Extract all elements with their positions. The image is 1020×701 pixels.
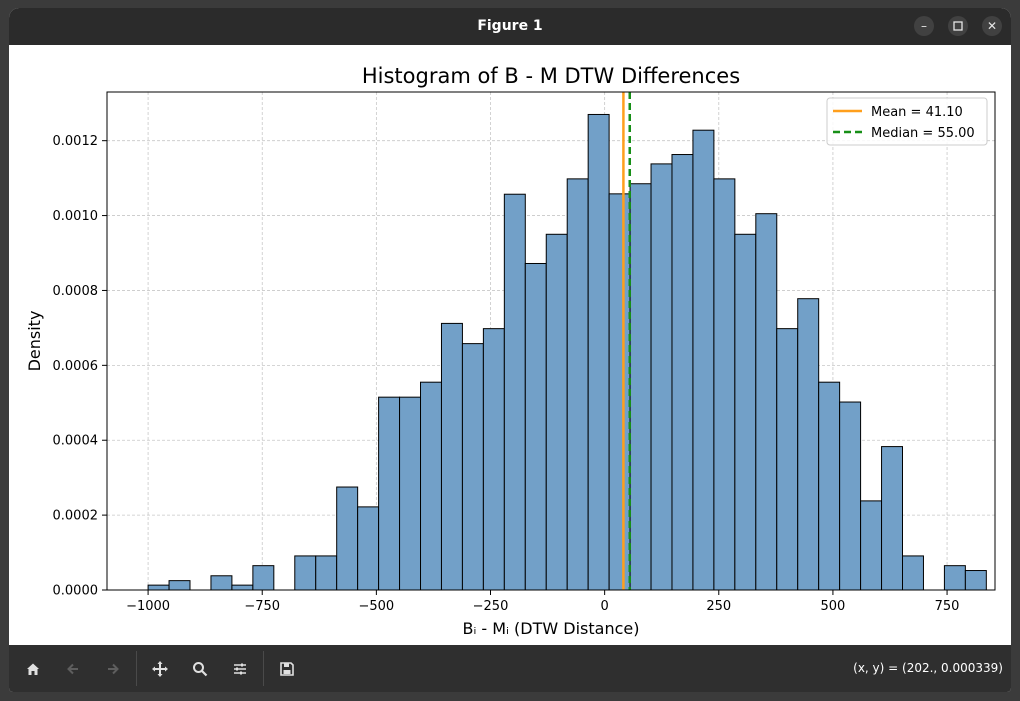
legend-median-label: Median = 55.00 [871,126,975,141]
histogram-bar [839,401,862,591]
y-tick-label: 0.0012 [53,134,99,149]
zoom-button[interactable] [184,653,216,684]
histogram-bar [629,183,652,591]
histogram-bar [608,193,631,591]
x-tick-label: −750 [244,599,280,614]
chart-title: Histogram of B - M DTW Differences [362,64,740,88]
pan-icon [152,660,168,677]
x-tick-label: 0 [601,599,609,614]
y-tick-label: 0.0008 [53,284,99,299]
minimize-icon: – [921,19,927,33]
histogram-bar [315,555,338,591]
histogram-bar [797,298,820,591]
histogram-bar [671,154,694,591]
x-tick-label: 250 [706,599,731,614]
configure-icon [234,663,246,674]
zoom-icon [193,661,208,676]
navigation-toolbar: (x, y) = (202., 0.000339) [9,645,1011,692]
histogram-bar [776,328,799,591]
x-tick-label: −500 [359,599,395,614]
histogram-bar [482,328,505,591]
histogram-bar [252,565,275,591]
window-title: Figure 1 [477,18,543,34]
histogram-bar [943,565,966,591]
histogram-bar [713,178,736,591]
cursor-coordinates: (x, y) = (202., 0.000339) [853,661,1003,675]
histogram-bar [399,396,422,591]
y-tick-label: 0.0006 [53,359,99,374]
save-icon [280,661,294,676]
figure-canvas[interactable]: −1000 −750 −500 −250 0 250 500 750 0.0000 0.0002 0… [9,45,1011,645]
x-axis-label: Bᵢ - Mᵢ (DTW Distance) [463,619,640,638]
histogram-bar [881,446,904,591]
plot-frame [106,91,996,591]
histogram-bar [440,322,463,591]
y-tick-label: 0.0004 [53,434,99,449]
histogram-bar [587,113,610,591]
histogram-bar [231,584,254,591]
toolbar-separator [263,651,264,686]
title-bar: Figure 1 – ✕ [9,8,1011,45]
histogram-bar [650,163,673,591]
close-icon: ✕ [986,19,998,33]
forward-button[interactable] [97,653,129,684]
maximize-button[interactable] [948,16,968,36]
histogram-bar [734,233,757,591]
y-tick-label: 0.0002 [53,509,99,524]
x-tick-label: 500 [821,599,846,614]
histogram-bar [461,343,484,591]
y-axis-label: Density [25,311,44,372]
histogram-bar [902,555,924,591]
save-button[interactable] [271,653,303,684]
histogram-bar [336,486,359,591]
x-tick-label: 750 [935,599,960,614]
minimize-button[interactable]: – [914,16,934,36]
histogram-bar [147,584,170,591]
histogram-bar [357,506,380,591]
x-tick-label: −1000 [126,599,170,614]
histogram-bar [420,381,442,591]
figure-window: Figure 1 – ✕ −1000 −750 −500 −250 0 250 500 750… [9,8,1011,692]
x-tick-label: −250 [473,599,509,614]
pan-button[interactable] [144,653,176,684]
histogram-bar [566,178,589,591]
histogram-bar [503,193,526,591]
back-button[interactable] [57,653,89,684]
legend-box [826,97,988,146]
y-tick-label: 0.0010 [53,209,99,224]
home-button[interactable] [17,653,49,684]
histogram-bar [168,580,191,591]
histogram-chart: −1000 −750 −500 −250 0 250 500 750 0.0000 0.0002 0… [25,64,996,638]
histogram-bar [294,555,317,591]
histogram-bar [860,500,883,591]
histogram-bar [692,129,715,591]
histogram-bar [545,233,568,591]
histogram-bar [964,570,987,591]
home-icon [27,663,39,675]
forward-icon [108,663,119,674]
histogram-bar [818,381,841,591]
histogram-bar [210,575,233,591]
histogram-bar [524,262,547,591]
toolbar-separator [136,651,137,686]
close-button[interactable]: ✕ [982,16,1002,36]
maximize-icon [953,21,963,31]
y-tick-label: 0.0000 [53,584,99,599]
legend-mean-label: Mean = 41.10 [871,105,963,120]
histogram-bar [755,213,778,591]
configure-button[interactable] [224,653,256,684]
back-icon [67,663,78,674]
histogram-bar [378,396,401,591]
